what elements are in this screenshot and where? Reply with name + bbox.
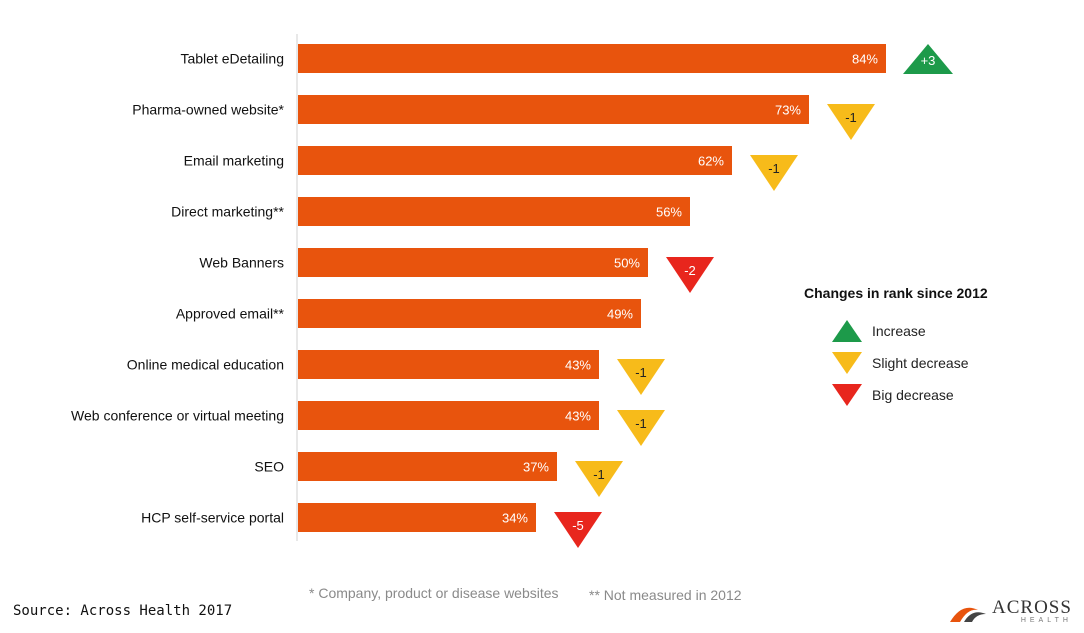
triangle-down-icon bbox=[832, 352, 862, 374]
category-label: Tablet eDetailing bbox=[180, 51, 284, 67]
rank-change-down-triangle bbox=[827, 104, 875, 140]
category-label: Web conference or virtual meeting bbox=[71, 408, 284, 424]
footnote-company-websites: * Company, product or disease websites bbox=[309, 585, 559, 601]
legend-label-slight-decrease: Slight decrease bbox=[872, 355, 969, 371]
category-label: Email marketing bbox=[184, 153, 284, 169]
triangle-down-icon bbox=[832, 384, 862, 406]
legend-title: Changes in rank since 2012 bbox=[804, 285, 988, 301]
legend-item-slight-decrease: Slight decrease bbox=[830, 350, 969, 376]
footnote-not-measured: ** Not measured in 2012 bbox=[589, 587, 742, 603]
category-label: Web Banners bbox=[199, 255, 284, 271]
legend-item-increase: Increase bbox=[830, 318, 926, 344]
rank-change-label: -1 bbox=[635, 416, 647, 431]
rank-change-label: +3 bbox=[921, 53, 936, 68]
rank-change-label: -2 bbox=[684, 263, 696, 278]
category-label: Approved email** bbox=[176, 306, 285, 322]
rank-change-up-triangle bbox=[903, 44, 953, 74]
triangle-up-icon bbox=[832, 320, 862, 342]
bar-value-label: 37% bbox=[523, 460, 549, 475]
bar bbox=[298, 452, 557, 481]
legend-item-big-decrease: Big decrease bbox=[830, 382, 954, 408]
bar bbox=[298, 299, 641, 328]
bar-value-label: 43% bbox=[565, 409, 591, 424]
bar bbox=[298, 44, 886, 73]
bar-value-label: 34% bbox=[502, 511, 528, 526]
bar bbox=[298, 95, 809, 124]
rank-change-label: -1 bbox=[768, 161, 780, 176]
rank-change-down-triangle bbox=[617, 359, 665, 395]
bar-value-label: 62% bbox=[698, 154, 724, 169]
across-health-logo: ACROSS HEALTH bbox=[948, 598, 1072, 625]
bar-value-label: 84% bbox=[852, 52, 878, 67]
legend-label-increase: Increase bbox=[872, 323, 926, 339]
bar bbox=[298, 401, 599, 430]
bar-value-label: 43% bbox=[565, 358, 591, 373]
legend-label-big-decrease: Big decrease bbox=[872, 387, 954, 403]
category-label: HCP self-service portal bbox=[141, 510, 284, 526]
bar-value-label: 56% bbox=[656, 205, 682, 220]
bar-value-label: 73% bbox=[775, 103, 801, 118]
bar bbox=[298, 503, 536, 532]
bar bbox=[298, 146, 732, 175]
source-text: Source: Across Health 2017 bbox=[13, 603, 233, 619]
rank-change-down-triangle bbox=[750, 155, 798, 191]
logo-name: ACROSS bbox=[992, 597, 1072, 618]
rank-change-down-triangle bbox=[666, 257, 714, 293]
rank-change-label: -1 bbox=[593, 467, 605, 482]
rank-change-down-triangle bbox=[575, 461, 623, 497]
rank-change-down-triangle bbox=[554, 512, 602, 548]
category-label: SEO bbox=[254, 459, 284, 475]
rank-change-label: -1 bbox=[845, 110, 857, 125]
category-label: Online medical education bbox=[127, 357, 284, 373]
category-label: Pharma-owned website* bbox=[132, 102, 284, 118]
category-label: Direct marketing** bbox=[171, 204, 284, 220]
rank-change-label: -5 bbox=[572, 518, 584, 533]
bar bbox=[298, 248, 648, 277]
bar-value-label: 50% bbox=[614, 256, 640, 271]
rank-change-label: -1 bbox=[635, 365, 647, 380]
bar-value-label: 49% bbox=[607, 307, 633, 322]
bar bbox=[298, 197, 690, 226]
logo-arc-icon bbox=[950, 607, 986, 622]
rank-change-down-triangle bbox=[617, 410, 665, 446]
logo-sub: HEALTH bbox=[1020, 617, 1072, 624]
bar bbox=[298, 350, 599, 379]
